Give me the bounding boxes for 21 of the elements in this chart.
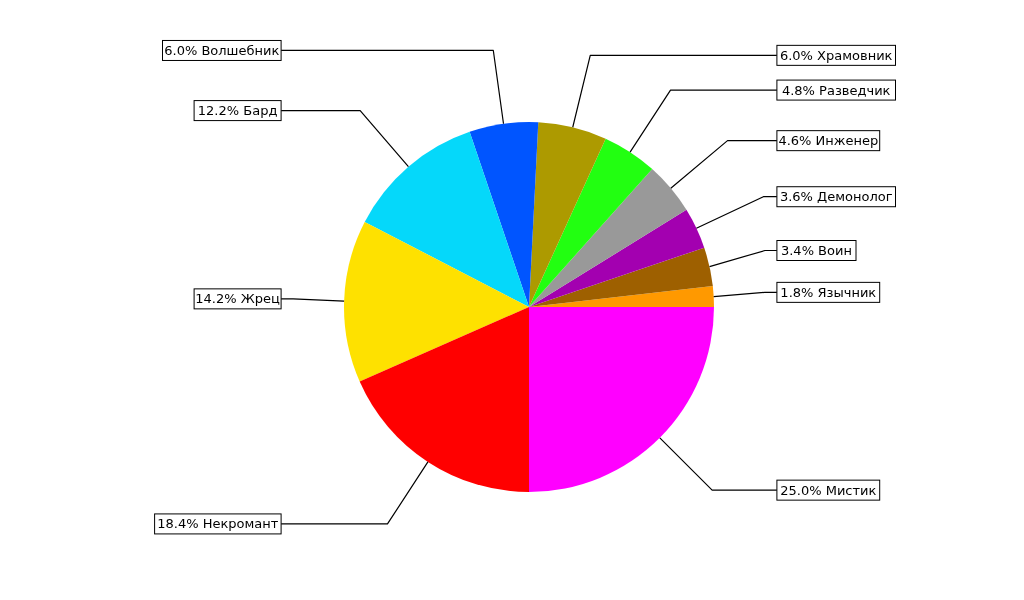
pie-slice — [529, 307, 714, 492]
slice-label: 1.8% Язычник — [780, 284, 877, 300]
slice-label: 3.6% Демонолог — [779, 189, 893, 205]
slice-label: 4.8% Разведчик — [781, 82, 891, 98]
pie-slice — [344, 221, 529, 382]
pie-slice — [529, 209, 705, 307]
slice-label: 6.0% Храмовник — [779, 47, 893, 63]
pie-slice — [529, 122, 606, 307]
slice-label: 14.2% Жрец — [195, 291, 281, 307]
pie-slice — [469, 122, 539, 307]
pie-slice — [529, 247, 713, 307]
slice-label: 3.4% Воин — [780, 243, 852, 258]
slice-label: 4.6% Инженер — [778, 133, 879, 149]
slice-label: 25.0% Мистик — [780, 482, 877, 498]
slice-label: 18.4% Некромант — [157, 516, 279, 532]
pie-slice — [529, 169, 687, 307]
pie-slice — [364, 131, 529, 307]
pie-slice — [359, 307, 529, 492]
slice-label: 12.2% Бард — [197, 103, 278, 119]
pie-slice — [529, 138, 653, 307]
slice-label: 6.0% Волшебник — [164, 42, 280, 58]
